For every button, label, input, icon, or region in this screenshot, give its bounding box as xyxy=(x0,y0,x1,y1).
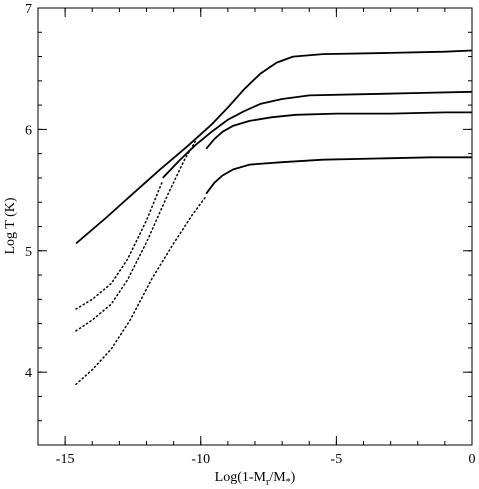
tick-labels: -15 -10 -5 0 4 5 6 7 xyxy=(25,2,476,467)
axis-ticks xyxy=(37,7,473,446)
y-tick-label: 6 xyxy=(25,123,32,138)
x-tick-label: -15 xyxy=(56,452,75,467)
y-tick-label: 4 xyxy=(25,366,32,381)
series-line-dotted xyxy=(75,195,207,386)
series-line-dotted xyxy=(75,140,197,332)
series-line-solid xyxy=(75,49,473,245)
x-tick-label: -10 xyxy=(191,452,210,467)
x-axis-label: Log(1-Mr/M*) xyxy=(215,470,296,488)
series-line-dotted xyxy=(75,179,164,310)
x-tick-label: -5 xyxy=(331,452,343,467)
series-line-solid xyxy=(162,90,473,179)
series-line-solid xyxy=(205,111,472,150)
plot-frame xyxy=(37,7,473,446)
y-tick-label: 5 xyxy=(25,245,32,260)
x-tick-label: 0 xyxy=(469,452,476,467)
y-tick-label: 7 xyxy=(25,2,32,17)
series-line-solid xyxy=(205,156,472,195)
y-axis-label: Log T (K) xyxy=(3,197,18,254)
series-group xyxy=(75,49,473,386)
